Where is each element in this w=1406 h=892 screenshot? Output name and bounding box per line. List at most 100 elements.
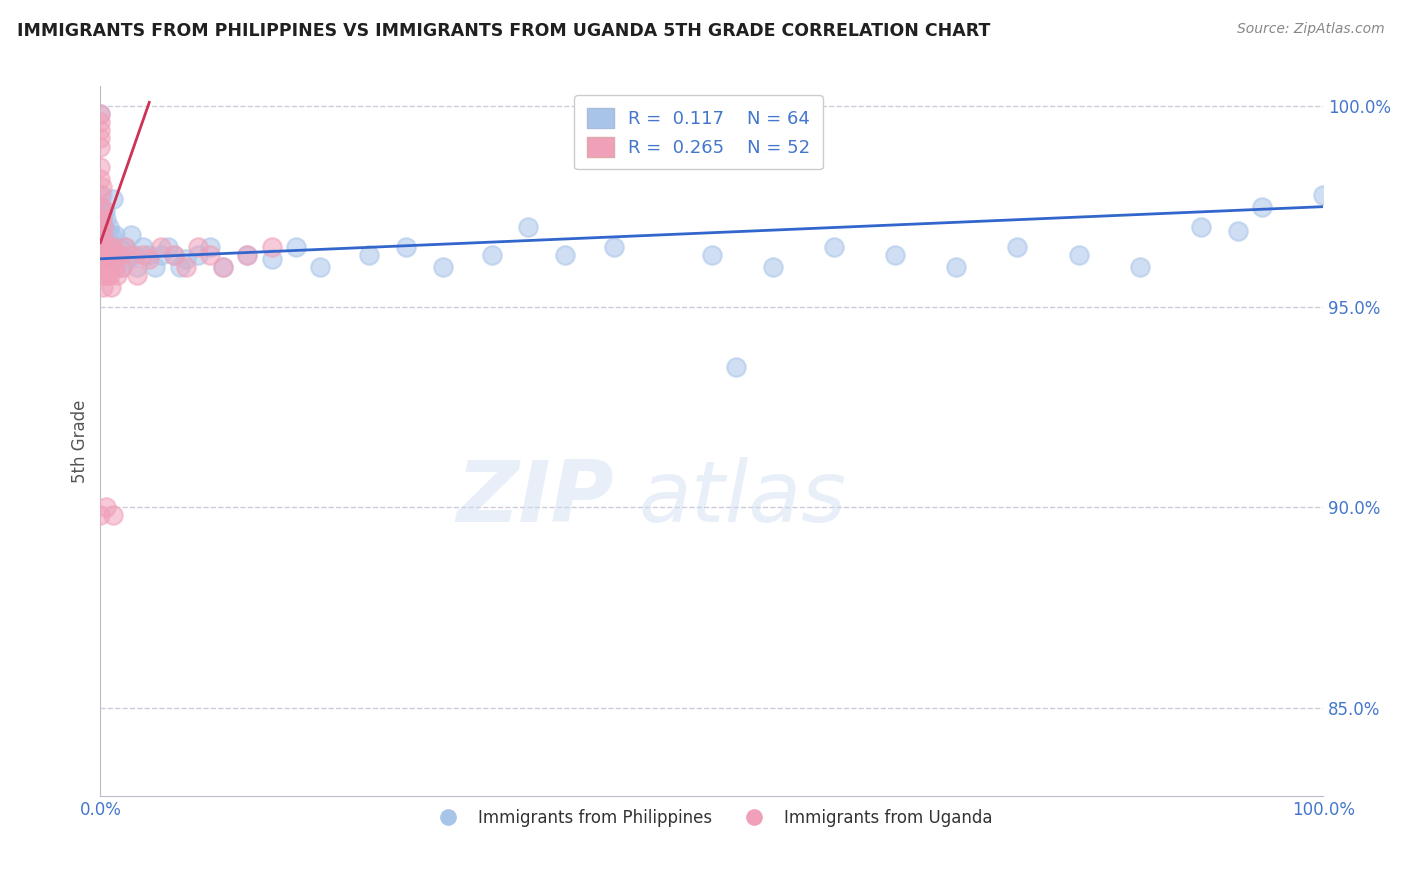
Legend: Immigrants from Philippines, Immigrants from Uganda: Immigrants from Philippines, Immigrants … <box>425 803 998 834</box>
Point <box>554 248 576 262</box>
Point <box>90 219 112 234</box>
Point <box>169 260 191 274</box>
Point <box>481 248 503 262</box>
Point <box>108 248 131 262</box>
Point <box>111 260 134 274</box>
Point <box>309 260 332 274</box>
Point <box>163 248 186 262</box>
Point <box>93 268 115 282</box>
Point <box>89 200 111 214</box>
Point <box>823 240 845 254</box>
Text: atlas: atlas <box>638 457 846 540</box>
Text: ZIP: ZIP <box>457 457 614 540</box>
Point <box>725 359 748 374</box>
Point <box>114 240 136 254</box>
Point <box>93 240 115 254</box>
Point <box>517 219 540 234</box>
Point <box>700 248 723 262</box>
Point <box>163 248 186 262</box>
Point <box>94 203 117 218</box>
Point <box>91 280 114 294</box>
Point <box>211 260 233 274</box>
Point <box>1312 187 1334 202</box>
Point <box>117 252 139 266</box>
Point <box>89 107 111 121</box>
Point <box>1129 260 1152 274</box>
Point <box>100 227 122 242</box>
Point <box>1007 240 1029 254</box>
Point <box>236 248 259 262</box>
Point <box>603 240 626 254</box>
Point <box>174 252 197 266</box>
Point <box>90 187 112 202</box>
Point <box>100 280 122 294</box>
Point <box>432 260 454 274</box>
Point <box>89 160 111 174</box>
Point <box>97 252 120 266</box>
Point <box>89 248 111 262</box>
Point <box>125 268 148 282</box>
Point <box>132 248 155 262</box>
Point <box>359 248 381 262</box>
Point <box>107 268 129 282</box>
Point <box>200 240 222 254</box>
Point <box>945 260 967 274</box>
Point <box>211 260 233 274</box>
Point <box>97 219 120 234</box>
Point <box>96 260 118 274</box>
Point <box>89 139 111 153</box>
Point <box>150 240 173 254</box>
Point <box>111 260 134 274</box>
Point <box>97 227 120 242</box>
Point <box>120 248 142 262</box>
Point <box>91 227 114 242</box>
Point <box>93 219 115 234</box>
Point <box>145 260 167 274</box>
Point <box>101 192 124 206</box>
Point <box>236 248 259 262</box>
Point <box>89 508 111 523</box>
Point <box>114 240 136 254</box>
Point <box>89 107 111 121</box>
Text: IMMIGRANTS FROM PHILIPPINES VS IMMIGRANTS FROM UGANDA 5TH GRADE CORRELATION CHAR: IMMIGRANTS FROM PHILIPPINES VS IMMIGRANT… <box>17 22 990 40</box>
Point <box>96 500 118 515</box>
Point <box>90 211 112 226</box>
Text: Source: ZipAtlas.com: Source: ZipAtlas.com <box>1237 22 1385 37</box>
Point <box>93 260 115 274</box>
Point <box>94 240 117 254</box>
Point <box>260 252 283 266</box>
Point <box>1251 200 1274 214</box>
Point <box>1226 224 1249 238</box>
Point <box>96 248 118 262</box>
Point <box>96 248 118 262</box>
Point <box>91 203 114 218</box>
Point <box>101 508 124 523</box>
Point <box>104 227 127 242</box>
Point <box>89 200 111 214</box>
Point <box>101 252 124 266</box>
Point <box>98 240 121 254</box>
Point <box>1067 248 1090 262</box>
Point <box>187 248 209 262</box>
Point <box>138 248 160 262</box>
Point <box>108 248 131 262</box>
Point <box>120 227 142 242</box>
Point <box>101 240 124 254</box>
Point <box>150 248 173 262</box>
Point <box>107 240 129 254</box>
Point <box>97 268 120 282</box>
Point <box>89 211 111 226</box>
Point <box>260 240 283 254</box>
Point <box>89 171 111 186</box>
Point <box>93 240 115 254</box>
Point <box>124 248 146 262</box>
Point <box>94 235 117 250</box>
Point <box>285 240 308 254</box>
Point <box>89 131 111 145</box>
Point <box>105 252 128 266</box>
Point <box>96 211 118 226</box>
Point <box>156 240 179 254</box>
Point <box>89 211 111 226</box>
Point <box>89 227 111 242</box>
Point <box>91 227 114 242</box>
